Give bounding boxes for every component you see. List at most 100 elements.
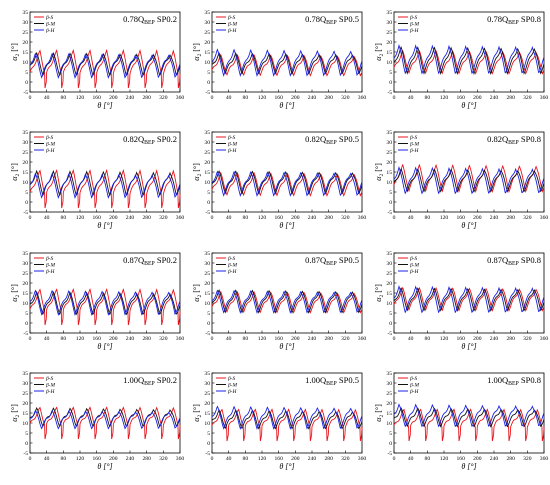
y-tick-label: 25 — [22, 271, 28, 277]
y-tick-label: 30 — [386, 20, 392, 26]
x-tick-label: 280 — [506, 336, 515, 342]
legend-entry: β-H — [227, 389, 237, 395]
x-tick-label: 120 — [76, 456, 85, 462]
x-tick-label: 200 — [473, 336, 482, 342]
y-tick-label: 15 — [386, 50, 392, 56]
x-tick-label: 0 — [393, 95, 396, 101]
series-line-M — [29, 406, 181, 428]
x-tick-label: 0 — [393, 456, 396, 462]
x-tick-label: 200 — [473, 215, 482, 221]
y-tick-label: 5 — [389, 311, 392, 317]
x-tick-label: 360 — [540, 215, 549, 221]
y-tick-label: 0 — [25, 441, 28, 447]
y-tick-label: 30 — [22, 20, 28, 26]
y-tick-label: 10 — [204, 301, 210, 307]
x-tick-label: 0 — [29, 456, 32, 462]
legend-entry: β-H — [45, 148, 55, 154]
y-tick-label: 10 — [22, 180, 28, 186]
y-tick-label: 30 — [22, 381, 28, 387]
x-tick-label: 320 — [523, 336, 532, 342]
x-tick-label: 360 — [176, 336, 185, 342]
x-tick-label: 160 — [456, 456, 465, 462]
x-tick-label: 200 — [473, 95, 482, 101]
y-tick-label: 15 — [204, 50, 210, 56]
y-axis-label: α2 [°] — [374, 163, 385, 181]
x-tick-label: 80 — [61, 456, 67, 462]
y-tick-label: -5 — [23, 210, 28, 216]
panel-title: 0.78QBEP SP0.2 — [123, 14, 177, 26]
y-tick-label: 30 — [204, 140, 210, 146]
y-tick-label: 10 — [386, 301, 392, 307]
y-tick-label: 35 — [204, 10, 210, 16]
legend-entry: β-H — [45, 269, 55, 275]
y-axis-label: α2 [°] — [374, 404, 385, 422]
legend-entry: β-S — [227, 15, 235, 21]
series-line-S — [393, 163, 545, 194]
y-tick-label: 5 — [207, 70, 210, 76]
y-tick-label: 10 — [204, 180, 210, 186]
x-tick-label: 80 — [243, 456, 249, 462]
x-tick-label: 280 — [324, 95, 333, 101]
legend-entry: β-H — [227, 269, 237, 275]
y-tick-label: 35 — [22, 10, 28, 16]
legend-entry: β-M — [227, 142, 237, 148]
series-line-H — [211, 289, 363, 314]
y-tick-label: 25 — [204, 391, 210, 397]
x-tick-label: 280 — [506, 456, 515, 462]
x-tick-label: 120 — [440, 215, 449, 221]
x-axis-label: θ [°] — [97, 101, 112, 110]
y-tick-label: 35 — [386, 10, 392, 16]
x-tick-label: 0 — [29, 95, 32, 101]
y-tick-label: 35 — [204, 371, 210, 377]
y-tick-label: 35 — [386, 371, 392, 377]
x-tick-label: 200 — [109, 215, 118, 221]
y-tick-label: 25 — [386, 30, 392, 36]
y-axis-label: α2 [°] — [10, 163, 21, 181]
y-tick-label: 5 — [25, 70, 28, 76]
y-tick-label: -5 — [387, 210, 392, 216]
panel-title: 0.78QBEP SP0.8 — [487, 14, 541, 26]
x-tick-label: 200 — [291, 336, 300, 342]
y-tick-label: 5 — [389, 190, 392, 196]
x-tick-label: 0 — [29, 336, 32, 342]
y-tick-label: 5 — [389, 70, 392, 76]
y-tick-label: 20 — [22, 160, 28, 166]
legend-entry: β-M — [409, 383, 419, 389]
x-tick-label: 40 — [408, 95, 414, 101]
x-tick-label: 360 — [540, 456, 549, 462]
series-line-M — [211, 289, 363, 314]
y-tick-label: 25 — [386, 391, 392, 397]
y-tick-label: 15 — [386, 170, 392, 176]
y-tick-label: 35 — [204, 251, 210, 257]
x-tick-label: 80 — [61, 215, 67, 221]
y-tick-label: 5 — [207, 431, 210, 437]
x-axis-label: θ [°] — [461, 221, 476, 230]
series-line-S — [29, 288, 181, 326]
x-tick-label: 240 — [308, 215, 317, 221]
x-tick-label: 200 — [473, 456, 482, 462]
y-tick-label: 25 — [204, 30, 210, 36]
panel-title: 0.87QBEP SP0.5 — [305, 255, 359, 267]
x-tick-label: 320 — [159, 215, 168, 221]
series-line-H — [29, 409, 181, 430]
y-tick-label: 5 — [207, 311, 210, 317]
y-tick-label: -5 — [387, 451, 392, 457]
y-tick-label: 25 — [204, 271, 210, 277]
y-tick-label: 10 — [386, 60, 392, 66]
series-line-M — [211, 170, 363, 195]
x-tick-label: 0 — [393, 215, 396, 221]
x-tick-label: 120 — [258, 95, 267, 101]
y-tick-label: 0 — [207, 441, 210, 447]
legend-entry: β-M — [409, 263, 419, 269]
y-axis-label: α2 [°] — [10, 404, 21, 422]
legend-entry: β-S — [45, 15, 53, 21]
y-tick-label: -5 — [205, 90, 210, 96]
y-tick-label: 5 — [389, 431, 392, 437]
x-tick-label: 0 — [393, 336, 396, 342]
panel-title: 0.87QBEP SP0.8 — [487, 255, 541, 267]
x-tick-label: 200 — [291, 456, 300, 462]
